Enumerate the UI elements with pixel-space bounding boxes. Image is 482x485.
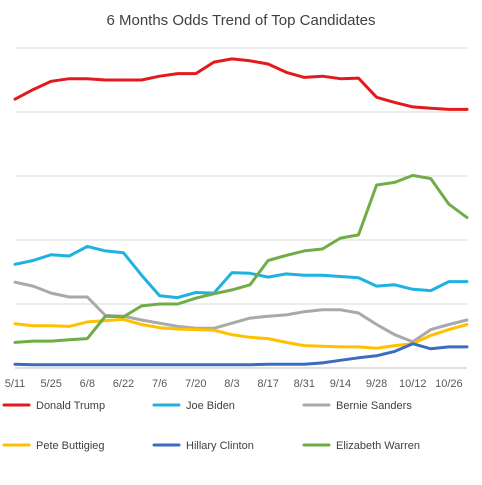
chart-title: 6 Months Odds Trend of Top Candidates xyxy=(106,12,375,29)
x-tick-label: 6/8 xyxy=(80,378,95,390)
series-line-donald-trump xyxy=(13,57,469,111)
x-tick-label: 8/3 xyxy=(224,378,239,390)
gridlines xyxy=(15,47,467,369)
x-tick-label: 10/26 xyxy=(435,378,463,390)
x-tick-label: 10/12 xyxy=(399,378,427,390)
legend-label: Joe Biden xyxy=(186,400,235,412)
legend-item: Pete Buttigieg xyxy=(2,440,105,452)
x-tick-label: 7/6 xyxy=(152,378,167,390)
series-line-pete-buttigieg xyxy=(13,317,469,350)
legend: Donald Trump Joe Biden Bernie Sanders Pete … xyxy=(2,400,420,452)
legend-item: Hillary Clinton xyxy=(152,440,254,452)
legend-label: Donald Trump xyxy=(36,400,105,412)
legend-label: Pete Buttigieg xyxy=(36,440,105,452)
series-line-elizabeth-warren xyxy=(13,173,469,344)
legend-label: Hillary Clinton xyxy=(186,440,254,452)
legend-item: Donald Trump xyxy=(2,400,105,412)
legend-item: Elizabeth Warren xyxy=(302,440,420,452)
x-tick-label: 7/20 xyxy=(185,378,206,390)
series-line-hillary-clinton xyxy=(13,342,469,367)
legend-item: Joe Biden xyxy=(152,400,235,412)
legend-label: Bernie Sanders xyxy=(336,400,412,412)
x-tick-label: 9/14 xyxy=(330,378,351,390)
series-line-joe-biden xyxy=(13,244,469,300)
series-lines xyxy=(13,57,469,367)
x-tick-label: 6/22 xyxy=(113,378,134,390)
legend-item: Bernie Sanders xyxy=(302,400,412,412)
x-tick-label: 5/25 xyxy=(40,378,61,390)
series-line-bernie-sanders xyxy=(13,280,469,344)
x-axis-ticks: 5/11 5/25 6/8 6/22 7/6 7/20 8/3 8/17 8/31 9/14 9/2… xyxy=(5,378,463,390)
x-tick-label: 5/11 xyxy=(5,378,26,390)
x-tick-label: 9/28 xyxy=(366,378,387,390)
legend-label: Elizabeth Warren xyxy=(336,440,420,452)
x-tick-label: 8/31 xyxy=(294,378,315,390)
x-tick-label: 8/17 xyxy=(257,378,278,390)
